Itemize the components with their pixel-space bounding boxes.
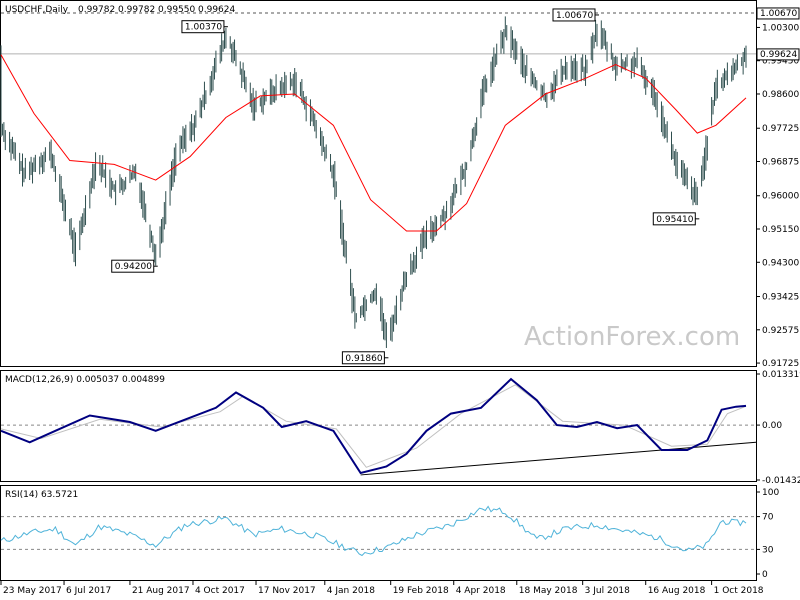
rsi-panel-frame <box>0 485 757 581</box>
price-panel-frame <box>0 0 757 367</box>
price-header-low: 0.99550 <box>158 5 195 15</box>
annotation-label: 0.91860 <box>345 354 382 364</box>
price-y-tick-label: 1.00300 <box>762 23 799 33</box>
moving-average-line <box>0 54 747 232</box>
x-tick-label: 17 Nov 2017 <box>258 586 316 596</box>
price-y-tick-label: 0.94300 <box>762 258 799 268</box>
x-tick-label: 4 Jan 2018 <box>327 586 375 596</box>
macd-main-line <box>0 377 747 475</box>
price-y-tick-label: 0.93425 <box>762 293 799 303</box>
price-y-tick-label: 0.99450 <box>762 57 799 67</box>
price-y-tick-label: 0.96000 <box>762 192 799 202</box>
current-price-tag <box>756 48 800 61</box>
price-y-tick-label: 0.92575 <box>762 326 799 336</box>
macd-y-tick-label: 0.013319 <box>762 370 800 380</box>
macd-layer: 0.013319 0.00 -0.014323 <box>0 370 800 486</box>
x-tick-label: 3 Jul 2018 <box>585 586 630 596</box>
rsi-y-tick-label: 0 <box>762 570 768 580</box>
macd-panel-frame <box>0 370 757 482</box>
macd-signal-line <box>0 384 747 468</box>
price-layer: 1.00300 0.99450 0.98600 0.97725 0.96875 0.960… <box>0 7 800 369</box>
rsi-layer: 100 70 30 0 <box>0 488 779 580</box>
x-tick-label: 21 Aug 2017 <box>132 586 190 596</box>
x-tick-label: 23 May 2017 <box>3 586 62 596</box>
resistance-level-tag <box>756 7 800 20</box>
x-tick-label: 4 Apr 2018 <box>456 586 506 596</box>
annotation-label: 1.00370 <box>185 23 222 33</box>
price-header-high: 0.99782 <box>118 5 155 15</box>
x-tick-label: 4 Oct 2017 <box>195 586 245 596</box>
price-y-tick-label: 0.91725 <box>762 359 799 369</box>
price-header-title: USDCHF,Daily <box>5 5 69 15</box>
macd-trendline <box>360 441 757 476</box>
x-tick-label: 16 Aug 2018 <box>648 586 706 596</box>
macd-y-tick-label: -0.014323 <box>762 476 800 486</box>
macd-y-tick-label: 0.00 <box>762 421 782 431</box>
x-tick-label: 18 May 2018 <box>519 586 578 596</box>
rsi-y-tick-label: 30 <box>762 545 774 555</box>
x-tick-label: 1 Oct 2018 <box>714 586 764 596</box>
annotation-label: 1.00670 <box>556 11 593 21</box>
price-header-close: 0.99624 <box>198 5 235 15</box>
x-tick-label: 19 Feb 2018 <box>393 586 449 596</box>
price-y-tick-label: 0.95150 <box>762 225 799 235</box>
x-tick-label: 6 Jul 2017 <box>66 586 111 596</box>
annotation-label: 0.94200 <box>115 262 152 272</box>
watermark: ActionForex.com <box>524 322 740 352</box>
price-y-tick-label: 0.98600 <box>762 90 799 100</box>
rsi-title: RSI(14) 63.5721 <box>5 490 78 500</box>
macd-title: MACD(12,26,9) 0.005037 0.004899 <box>5 375 165 385</box>
price-header-open: 0.99782 <box>78 5 115 15</box>
annotation-label: 0.95410 <box>656 215 693 225</box>
price-y-tick-label: 0.96875 <box>762 157 799 167</box>
rsi-y-tick-label: 100 <box>762 488 779 498</box>
price-y-tick-label: 0.97725 <box>762 124 799 134</box>
rsi-y-tick-label: 70 <box>762 513 774 523</box>
current-price-label: 0.99624 <box>760 50 797 60</box>
resistance-level-label: 1.00670 <box>760 9 797 19</box>
x-axis: 23 May 2017 6 Jul 2017 21 Aug 2017 4 Oct 20… <box>0 581 764 596</box>
rsi-line <box>0 505 747 557</box>
